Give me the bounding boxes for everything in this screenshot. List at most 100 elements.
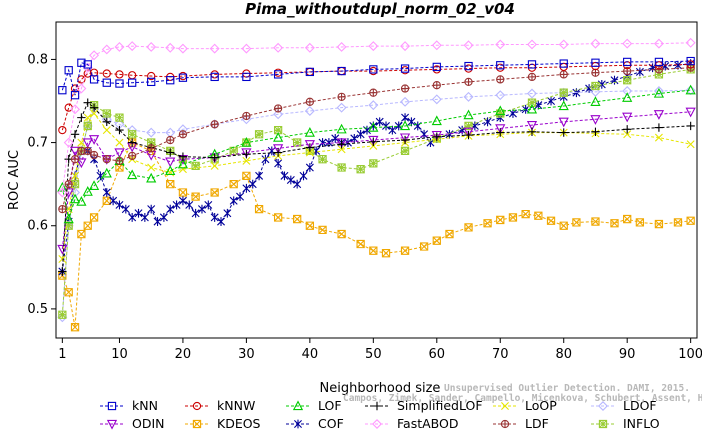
data-point-fastabod [590,38,601,49]
data-point-knn [623,57,632,67]
data-point-kdeos [64,288,73,297]
series-line-knnw [61,63,691,131]
data-point-knn [147,77,156,87]
data-point-ldf [58,204,67,214]
legend-marker-simplifiedlof [372,401,382,411]
data-point-fastabod [685,37,696,48]
data-point-kdeos [293,214,302,224]
data-point-odin [526,120,538,131]
data-point-ldof [368,100,379,111]
data-point-cof [261,154,270,164]
data-point-cof [178,196,187,206]
data-point-fastabod [431,40,442,51]
data-point-ldf [242,111,251,121]
data-point-cof [134,208,143,218]
data-point-simplifiedlof [496,128,505,137]
data-point-lof [431,115,442,126]
data-point-lof [304,127,315,137]
data-point-cof [242,183,251,193]
data-point-knnw [147,71,156,81]
data-point-ldf [178,130,188,139]
data-point-inflo [293,138,302,147]
data-point-fastabod [273,42,284,53]
data-point-fastabod [57,187,68,198]
data-point-simplifiedlof [464,130,473,140]
legend-marker-cof [294,419,302,429]
data-point-knn [210,72,219,82]
data-point-fastabod [241,43,252,54]
x-tick-label: 90 [619,347,636,362]
data-point-knn [337,66,346,76]
x-tick-label: 20 [175,347,192,362]
data-point-cof [96,171,105,181]
data-point-loop [686,140,695,149]
data-point-kdeos [546,216,556,225]
series-line-knn [61,60,691,96]
data-point-ldf [654,65,664,74]
legend: kNN kNNW LOF SimplifiedLOF LoOP LDOF ODIN KDEOS… [100,398,660,431]
data-point-inflo [654,70,664,79]
data-point-kdeos [77,229,86,239]
data-point-kdeos [534,211,543,220]
data-point-inflo [83,121,92,131]
data-point-kdeos [210,188,219,197]
data-point-kdeos [464,223,473,232]
data-point-lof [146,172,157,183]
series-line-kdeos [61,141,691,328]
data-point-knnw [58,125,67,135]
data-point-cof [547,96,556,106]
data-point-kdeos [521,209,530,219]
data-point-ldf [591,68,600,77]
data-point-kdeos [229,180,238,189]
data-point-ldof [527,88,537,99]
data-point-kdeos [445,229,454,239]
data-point-ldf [496,75,505,84]
data-point-cof [293,179,302,189]
data-point-fastabod [463,40,474,51]
legend-item-loop: LoOP [493,398,557,413]
data-point-knn [178,73,188,82]
data-point-knn [686,56,695,66]
x-tick-label: 80 [555,347,572,362]
data-point-cof [204,200,213,210]
data-point-kdeos [102,196,111,205]
data-point-cof [223,208,232,218]
x-tick-label: 30 [238,347,255,362]
data-point-simplifiedlof [242,150,251,159]
data-point-knn [64,66,73,75]
data-point-knn [83,60,92,69]
series-ldf [58,63,695,214]
legend-marker-knnw [192,401,202,411]
data-point-kdeos [623,214,632,224]
data-point-odin [304,140,315,150]
y-tick-label: 0.5 [27,302,48,317]
data-point-fastabod [653,38,664,49]
series-fastabod [57,37,696,198]
data-point-knn [400,64,410,73]
data-point-inflo [254,130,264,139]
legend-label-cof: COF [318,416,344,431]
data-point-lof [526,103,538,114]
legend-marker-kdeos [192,419,202,429]
data-point-simplifiedlof [89,103,99,112]
data-point-lof [241,136,252,147]
data-point-knn [305,67,315,77]
data-point-lof [82,186,93,196]
data-point-odin [590,115,601,125]
data-point-odin [82,138,93,149]
x-tick-label: 1 [58,347,66,362]
data-point-ldf [432,81,441,90]
data-point-ldof [622,86,633,96]
data-point-knn [464,61,473,71]
data-point-lof [273,132,284,142]
legend-item-ldof: LDOF [591,398,657,413]
legend-label-knn: kNN [132,398,158,413]
legend-marker-ldof [598,401,608,411]
data-point-odin [76,158,87,169]
data-point-kdeos [191,192,200,201]
data-point-odin [463,127,474,138]
data-point-cof [635,67,644,77]
series-knn [58,56,695,100]
data-point-simplifiedlof [622,125,632,134]
data-point-lof [88,180,100,190]
